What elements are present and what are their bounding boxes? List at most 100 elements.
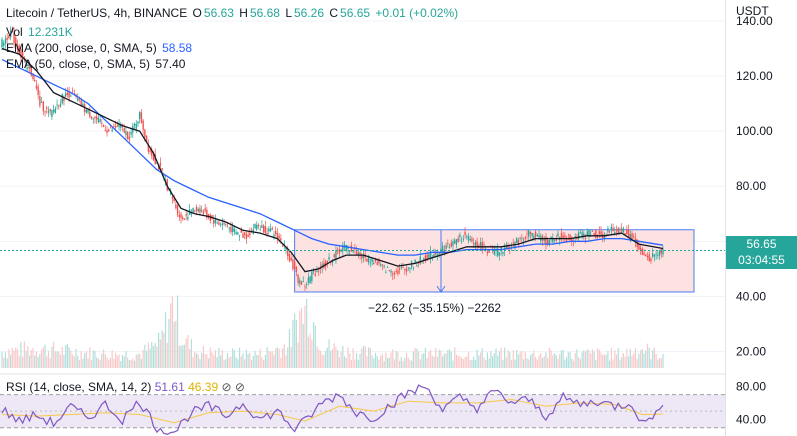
volume-bar [307,336,310,368]
candle-body [622,228,625,233]
volume-bar [626,348,628,368]
volume-bar [46,356,48,368]
volume-bar [519,351,521,368]
candle-body [3,42,5,46]
candle-body [163,175,165,177]
candle-body [281,245,284,247]
volume-bar [11,347,13,368]
volume-bar [609,360,611,368]
candle-body [383,265,385,267]
volume-legend[interactable]: Vol 12.231K [6,25,75,39]
candle-body [77,98,79,101]
measure-arrowhead-icon [436,285,446,293]
candle-body [176,205,179,215]
candle-body [202,211,205,214]
volume-bar [230,356,232,368]
hide-icon-2[interactable]: ⊘ [234,380,245,394]
measure-range-box[interactable] [294,229,695,293]
volume-bar [149,348,151,368]
volume-bar [54,351,56,368]
volume-bar [249,352,251,368]
candle-body [145,135,148,142]
rsi-ma-value: 46.39 [188,380,219,394]
candle-body [398,268,401,270]
volume-bar [115,352,117,368]
price-tick-label: 100.00 [736,124,773,138]
volume-bar [583,350,585,368]
volume-bar [264,355,266,368]
candle-body [338,248,341,254]
candle-body [280,238,282,241]
candle-body [331,260,334,263]
candle-body [631,233,633,239]
candle-body [497,248,499,256]
candle-body [106,130,108,133]
ema50-legend[interactable]: EMA (50, close, 0, SMA, 5) 57.40 [6,57,187,71]
ema200-legend[interactable]: EMA (200, close, 0, SMA, 5) 58.58 [6,41,194,55]
measure-label: −22.62 (−35.15%) −2262 [364,300,506,316]
candle-body [355,251,358,256]
candle-body [287,249,289,257]
open-value: 56.63 [203,6,234,20]
volume-bar [552,355,554,368]
candle-body [507,245,509,250]
volume-bar [560,350,563,368]
candle-body [261,225,263,228]
rsi-legend[interactable]: RSI (14, close, SMA, 14, 2) 51.61 46.39 … [6,380,245,394]
volume-bar [529,355,532,368]
volume-bar [454,347,456,368]
volume-bar [502,359,504,368]
candle-body [142,120,144,130]
volume-bar [498,351,501,368]
volume-bar [435,348,437,368]
candle-body [64,93,67,97]
candle-body [32,73,34,79]
volume-bar [39,353,41,368]
candle-body [197,209,199,212]
candle-body [457,238,459,242]
volume-bar [23,341,25,368]
volume-bar [448,349,451,368]
volume-bar [118,354,120,368]
volume-bar [602,354,604,368]
candle-body [8,35,10,39]
volume-bar [18,355,20,368]
candle-body [182,217,184,219]
candle-body [359,252,361,257]
volume-bar [634,348,637,368]
candle-body [283,243,286,246]
volume-bar [452,360,454,368]
candle-body [25,61,27,67]
volume-bar [90,360,93,368]
candle-body [571,237,573,242]
candle-body [397,270,399,274]
volume-bar [238,347,241,368]
volume-bar [225,359,227,368]
candle-body [531,232,533,237]
candle-body [350,245,353,252]
candle-body [591,231,594,232]
volume-bar [521,351,523,368]
volume-bar [266,347,268,368]
volume-bar [99,359,101,368]
volume-bar [268,350,270,368]
volume-bar [350,359,353,368]
volume-bar [436,356,439,368]
candle-body [137,121,139,124]
candle-body [466,236,468,238]
hide-icon[interactable]: ⊘ [221,380,232,394]
candle-body [276,233,279,239]
candle-body [219,224,222,226]
symbol-title[interactable]: Litecoin / TetherUS, 4h, BINANCE [6,6,188,20]
candle-body [218,222,220,225]
volume-bar [292,319,294,368]
volume-bar [566,357,568,368]
candle-body [259,228,261,230]
volume-bar [211,352,213,368]
candle-body [472,243,475,244]
price-axis-separator [725,0,726,436]
volume-bar [59,354,62,368]
candle-body [144,129,146,138]
volume-bar [94,351,96,368]
